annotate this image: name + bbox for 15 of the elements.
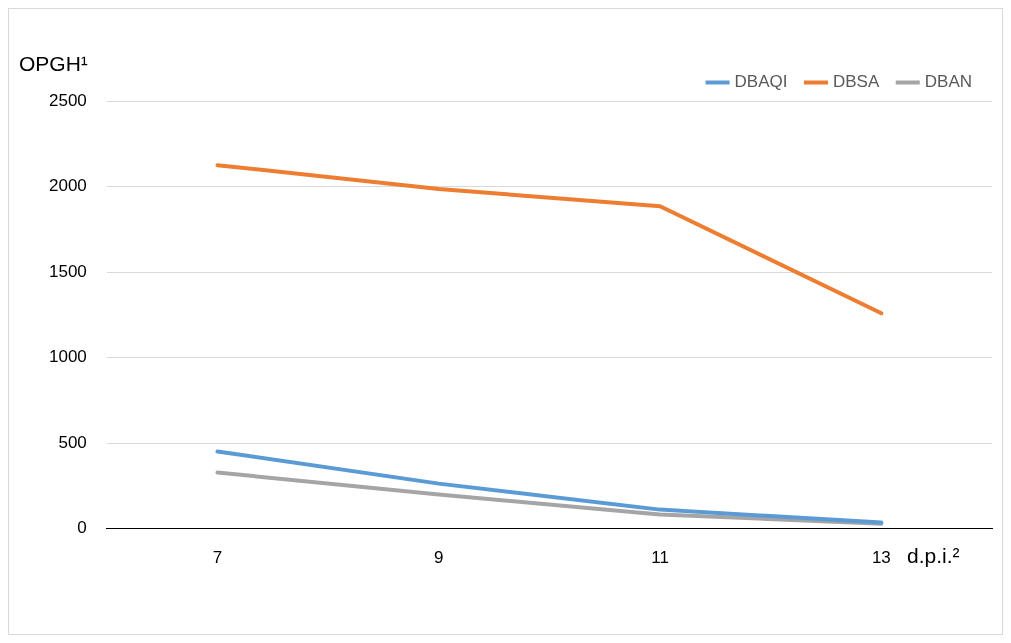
y-tick-label: 2000 — [48, 176, 87, 196]
y-tick-label: 1500 — [48, 261, 87, 281]
y-tick-label: 1000 — [48, 347, 87, 367]
x-tick-label: 7 — [212, 548, 223, 568]
x-tick-label: 9 — [434, 548, 444, 568]
y-axis-title: OPGH¹ — [19, 52, 88, 76]
legend-label: DBAN — [924, 72, 972, 92]
y-tick-label: 500 — [58, 432, 87, 452]
x-tick-label: 13 — [871, 548, 891, 568]
x-axis-title: d.p.i.² — [907, 543, 960, 567]
y-tick-label: 0 — [77, 518, 87, 538]
y-tick-label: 2500 — [48, 90, 87, 110]
x-tick-label: 11 — [651, 548, 669, 568]
legend-label: DBAQI — [734, 72, 788, 92]
legend-label: DBSA — [832, 72, 880, 92]
